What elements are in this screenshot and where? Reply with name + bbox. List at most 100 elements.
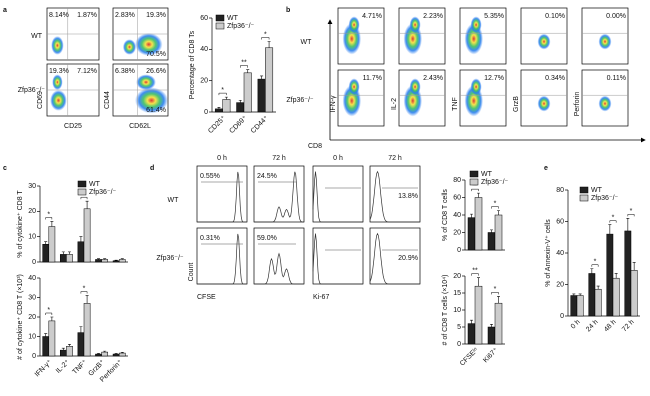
- error-bar: [632, 262, 636, 271]
- bar: [118, 259, 126, 263]
- bar: [606, 233, 614, 317]
- significance: *: [83, 285, 86, 292]
- density: [348, 16, 360, 34]
- error-bar: [626, 218, 630, 231]
- density: [598, 33, 612, 50]
- bar: [630, 270, 638, 317]
- bar: [48, 320, 56, 357]
- bar: [48, 226, 56, 263]
- y-axis-label: % of cytokine⁺ CD8 T: [17, 190, 24, 258]
- density: [122, 39, 137, 55]
- x-tick-label: CD25⁺: [207, 115, 227, 135]
- error-bar: [114, 259, 118, 261]
- significance-bracket: [471, 188, 479, 192]
- histogram: [369, 232, 420, 285]
- gate-value: 0.31%: [200, 235, 220, 242]
- error-bar: [67, 344, 71, 347]
- density: [136, 74, 156, 90]
- gate-value: 24.5%: [257, 173, 277, 180]
- axis-label: CD8: [308, 143, 322, 150]
- bar: [236, 102, 245, 113]
- bar: [77, 241, 85, 263]
- row-label: WT: [31, 33, 43, 40]
- bar: [59, 349, 67, 357]
- significance-bracket: [491, 206, 499, 209]
- significance-bracket: [240, 65, 248, 68]
- y-tick-label: 60: [200, 15, 208, 22]
- density: [598, 95, 612, 112]
- significance: **: [472, 268, 478, 275]
- legend-swatch: [215, 22, 225, 30]
- error-bar: [477, 277, 480, 287]
- y-tick-label: 20: [556, 281, 564, 288]
- y-tick-label: 60: [453, 194, 461, 201]
- axis-label: IFN-γ: [330, 95, 337, 113]
- axis-label: CD69: [37, 91, 44, 109]
- bar: [83, 303, 91, 357]
- quadrant-value: 19.3%: [146, 12, 166, 19]
- gate-value: 0.10%: [545, 13, 565, 20]
- x-tick-label: CD44⁺: [250, 115, 270, 135]
- panel-label: c: [3, 165, 7, 172]
- y-tick-label: 0: [32, 259, 36, 266]
- bar: [243, 72, 252, 113]
- gate-value: 0.00%: [606, 13, 626, 20]
- y-tick-label: 10: [453, 307, 461, 314]
- gate-value: 0.11%: [607, 75, 626, 82]
- quadrant-value: 7.12%: [77, 68, 97, 75]
- density: [537, 33, 551, 50]
- error-bar: [608, 224, 612, 235]
- density: [348, 78, 360, 96]
- y-axis-label: % of CD8 T cells: [442, 189, 449, 241]
- quadrant-value: 61.4%: [146, 107, 166, 114]
- bar: [66, 346, 73, 357]
- error-bar: [97, 258, 101, 260]
- panel-label: a: [3, 7, 7, 14]
- significance: *: [47, 211, 50, 218]
- bar: [101, 259, 109, 263]
- bar: [576, 295, 584, 317]
- significance-bracket: [609, 220, 617, 223]
- y-tick-label: 40: [28, 275, 36, 282]
- bar: [487, 326, 496, 345]
- density: [537, 95, 551, 112]
- legend-label: WT: [591, 187, 603, 194]
- y-tick-label: 40: [200, 46, 208, 53]
- error-bar: [217, 107, 221, 109]
- error-bar: [590, 268, 594, 274]
- significance-bracket: [80, 291, 88, 294]
- y-tick-label: 80: [453, 177, 461, 184]
- significance: *: [630, 208, 633, 215]
- y-tick-label: 5: [457, 324, 461, 331]
- gate-value: 2.43%: [423, 75, 443, 82]
- significance-bracket: [218, 92, 227, 96]
- bar: [42, 244, 50, 263]
- y-axis-label: % of Annexin-V⁺ cells: [545, 219, 552, 287]
- error-bar: [497, 296, 500, 304]
- histogram: [312, 233, 363, 285]
- error-bar: [67, 251, 71, 255]
- significance: *: [221, 87, 224, 94]
- significance: **: [472, 183, 478, 190]
- y-tick-label: 40: [556, 250, 564, 257]
- y-tick-label: 0: [32, 353, 36, 360]
- y-tick-label: 60: [556, 218, 564, 225]
- error-bar: [85, 295, 89, 304]
- bar: [222, 99, 231, 113]
- y-tick-label: 20: [28, 208, 36, 215]
- axis-label: TNF: [452, 97, 459, 111]
- x-tick-label: CD69⁺: [228, 115, 248, 135]
- error-bar: [114, 353, 118, 355]
- histogram: [197, 233, 247, 285]
- bar: [624, 230, 632, 317]
- row-label: Zfp36⁻/⁻: [18, 87, 46, 94]
- x-tick-label: 24 h: [585, 319, 600, 334]
- legend-swatch: [215, 14, 225, 22]
- bar: [66, 254, 73, 263]
- column-header: 72 h: [272, 155, 286, 162]
- gate-value: 20.9%: [398, 255, 418, 262]
- y-tick-label: 80: [556, 187, 564, 194]
- error-bar: [44, 333, 48, 337]
- column-header: 0 h: [217, 155, 227, 162]
